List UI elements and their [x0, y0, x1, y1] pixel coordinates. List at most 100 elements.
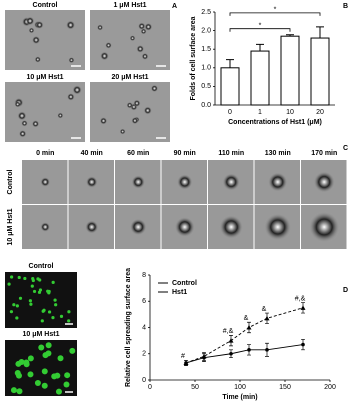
error-bar	[286, 34, 294, 37]
time-label: 90 min	[174, 150, 196, 157]
cell	[59, 314, 64, 318]
cell	[47, 289, 51, 294]
cell	[10, 275, 14, 279]
cell	[57, 355, 64, 362]
x-tick-label: 200	[324, 384, 336, 391]
error-bar	[226, 59, 234, 68]
cell	[131, 116, 139, 125]
x-axis-title: Time (min)	[222, 394, 257, 401]
cell	[38, 344, 45, 351]
bar	[220, 67, 240, 106]
cell	[55, 388, 62, 395]
cell	[34, 56, 42, 63]
cell	[9, 310, 14, 314]
cell	[100, 51, 109, 61]
cell	[34, 379, 41, 386]
cell	[10, 387, 17, 394]
cell	[31, 278, 35, 283]
y-tick-label: 2	[142, 351, 146, 358]
x-tick-label: 150	[279, 384, 291, 391]
y-tick-label: 2.5	[201, 9, 211, 16]
y-tick-label: 4	[142, 324, 146, 331]
time-label: 0 min	[36, 150, 54, 157]
cell	[18, 129, 27, 138]
cell	[57, 112, 64, 119]
image-label: Control	[33, 2, 58, 9]
cell	[176, 174, 193, 190]
marker	[229, 351, 233, 356]
x-tick-label: 20	[316, 109, 324, 116]
cell	[263, 213, 292, 241]
x-axis-title: Concentrations of Hst1 (μM)	[228, 119, 322, 126]
significance-mark: *	[259, 23, 262, 30]
cell	[267, 172, 288, 192]
marker	[247, 348, 251, 352]
cell	[47, 310, 52, 314]
legend-label: Control	[172, 280, 197, 287]
marker	[201, 353, 207, 359]
cell	[150, 84, 159, 93]
bar	[250, 50, 270, 106]
significance-bracket	[229, 28, 291, 32]
cell	[67, 310, 71, 314]
cell	[85, 176, 98, 188]
bar	[280, 35, 300, 106]
cell	[69, 347, 76, 354]
cell	[14, 101, 21, 108]
significance-mark: &	[262, 306, 267, 313]
cell	[144, 22, 153, 31]
y-tick-label: 0	[142, 377, 146, 384]
panel-letter: A	[172, 3, 177, 10]
significance-bracket	[229, 12, 321, 16]
cell	[68, 57, 75, 64]
cell	[313, 171, 336, 193]
cell	[23, 359, 30, 366]
image-label: Control	[29, 263, 54, 270]
cell	[15, 360, 22, 367]
cell	[12, 303, 16, 307]
image-label: 1 μM Hst1	[113, 2, 146, 9]
image-label: 10 μM Hst1	[23, 331, 60, 338]
cell	[7, 282, 11, 286]
cell	[308, 211, 341, 243]
cell	[37, 290, 42, 294]
cell	[30, 284, 34, 288]
y-axis-title: Folds of cell surface area	[190, 16, 197, 100]
y-tick-label: 2.0	[201, 27, 211, 34]
cell	[119, 128, 126, 135]
cell	[137, 22, 146, 30]
cell	[42, 308, 46, 312]
cell	[45, 342, 52, 349]
cell	[25, 16, 35, 26]
time-label: 60 min	[127, 150, 149, 157]
micrograph	[5, 82, 85, 142]
x-tick-label: 100	[234, 384, 246, 391]
cell	[31, 35, 41, 45]
y-tick-label: 6	[142, 298, 146, 305]
cell	[131, 175, 146, 189]
cell	[40, 177, 51, 187]
legend-label: Hst1	[172, 289, 187, 296]
cell	[219, 214, 244, 240]
cell	[27, 371, 34, 378]
y-tick-label: 1.0	[201, 65, 211, 72]
cell	[84, 220, 99, 234]
cell	[32, 289, 37, 294]
cell	[40, 222, 51, 232]
cell	[140, 28, 147, 35]
cell	[66, 92, 75, 101]
cell	[72, 85, 82, 95]
cell	[40, 319, 44, 323]
cell	[17, 275, 21, 280]
marker	[300, 305, 306, 310]
image-label: 20 μM Hst1	[112, 74, 149, 81]
cell	[143, 106, 152, 115]
cell	[21, 119, 28, 127]
marker	[228, 338, 234, 343]
cell	[64, 372, 71, 379]
marker	[264, 315, 270, 321]
cell	[53, 298, 57, 302]
cell	[174, 216, 196, 238]
cell	[222, 173, 241, 191]
cell	[126, 101, 134, 109]
